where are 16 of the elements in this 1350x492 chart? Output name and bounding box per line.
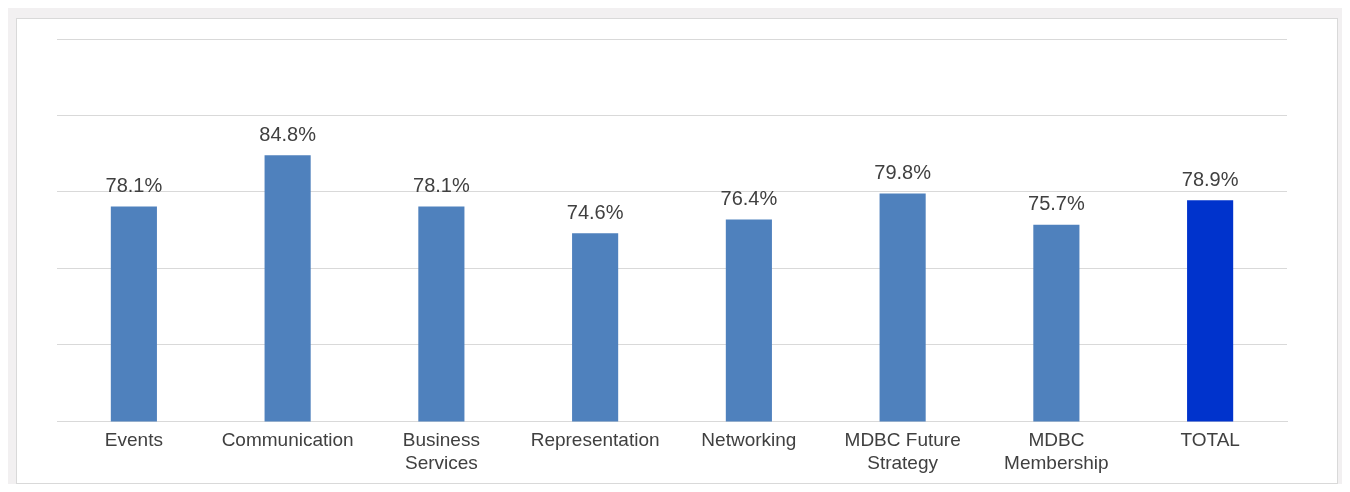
data-label: 79.8% [874,161,932,184]
data-label: 84.8% [259,122,317,145]
data-label: 78.9% [1181,167,1239,190]
x-tick-label: Communication [221,429,354,451]
x-tick-label: MDBC Future Strategy [844,429,961,473]
x-tick-label: MDBC Membership [1004,429,1109,473]
x-tick-label: Networking [701,429,797,451]
data-label: 74.6% [566,200,624,223]
data-label: 78.1% [413,174,470,197]
data-label: 78.1% [105,174,163,197]
x-tick-label: Events [104,429,163,451]
x-tick-label: Business Services [402,429,480,473]
data-label: 75.7% [1028,192,1085,215]
data-label: 76.4% [720,187,778,210]
x-tick-label: Representation [530,429,660,451]
x-tick-label: TOTAL [1180,429,1240,451]
